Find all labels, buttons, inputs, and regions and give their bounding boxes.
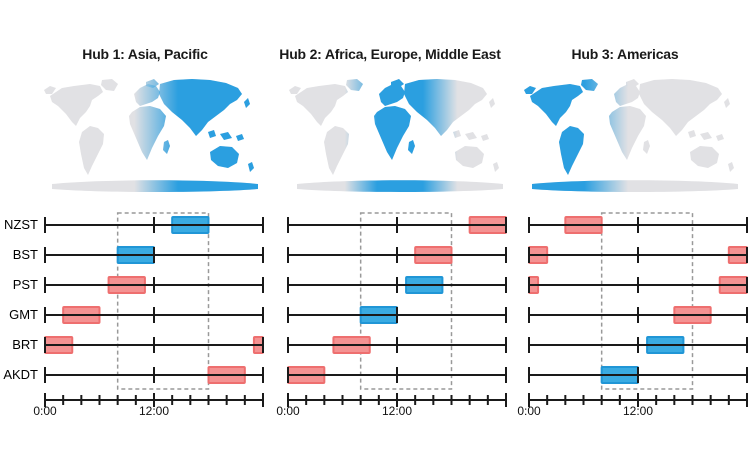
hub3-tick-1200: 12:00	[622, 404, 654, 418]
timeline-chart-hub2	[287, 212, 507, 407]
business-hours-window	[116, 212, 210, 390]
hub3-tick-0000: 0:00	[517, 404, 541, 418]
hub2-tick-1200: 12:00	[381, 404, 413, 418]
hub1-tick-0000: 0:00	[33, 404, 57, 418]
business-hours-window	[600, 212, 694, 390]
tz-label-gmt: GMT	[9, 307, 38, 322]
hub2-title: Hub 2: Africa, Europe, Middle East	[279, 46, 501, 62]
tz-label-brt: BRT	[12, 337, 38, 352]
hub3-title: Hub 3: Americas	[571, 46, 679, 62]
hub1-tick-1200: 12:00	[138, 404, 170, 418]
tz-label-nzst: NZST	[4, 217, 38, 232]
hub2-tick-0000: 0:00	[276, 404, 300, 418]
tz-label-bst: BST	[12, 247, 38, 262]
timeline-chart-hub1	[44, 212, 265, 407]
timeline-chart-hub3	[528, 212, 748, 407]
tz-label-pst: PST	[12, 277, 38, 292]
tz-label-akdt: AKDT	[3, 367, 38, 382]
hub1-title: Hub 1: Asia, Pacific	[82, 46, 208, 62]
business-hours-window	[359, 212, 453, 390]
